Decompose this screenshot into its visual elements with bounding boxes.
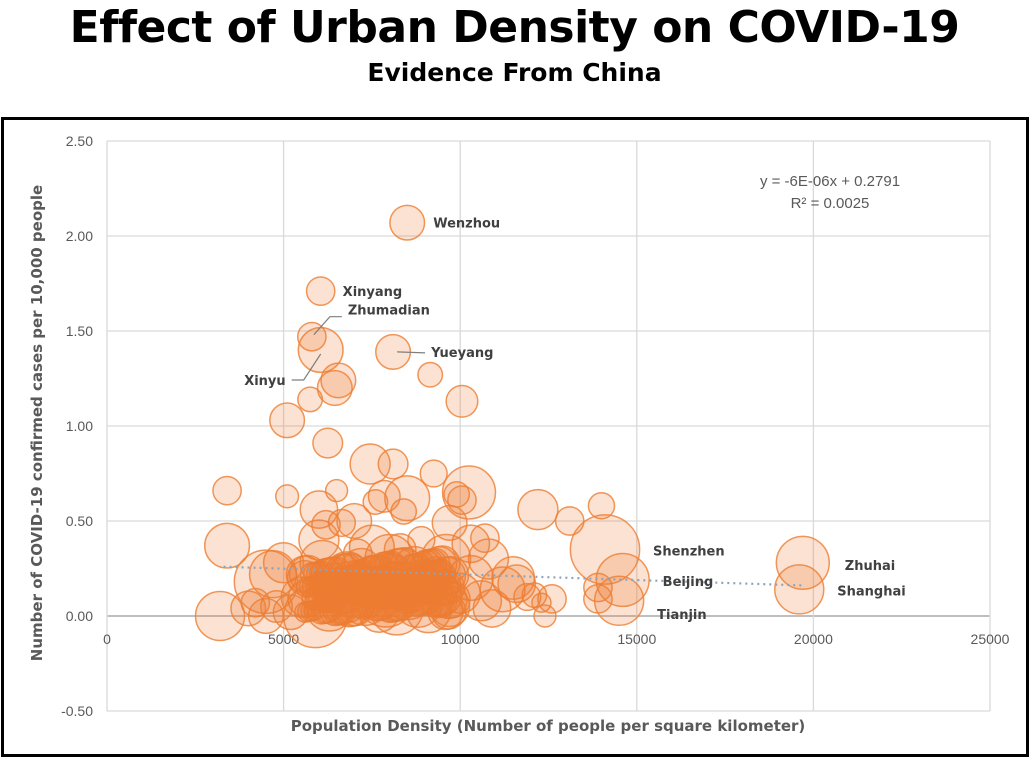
bubble-point [367, 479, 401, 513]
bubble-point [401, 558, 448, 605]
bubble-point [460, 580, 503, 622]
city-label-zhuhai: Zhuhai [845, 559, 895, 574]
trendline [223, 565, 803, 587]
y-tick-label: 1.50 [66, 323, 93, 339]
city-label-shenzhen: Shenzhen [653, 545, 725, 560]
bubble-point [336, 502, 373, 540]
leader-line [291, 353, 322, 381]
bubble-wenzhou [389, 204, 426, 241]
bubble-point [533, 604, 557, 628]
bubble-point [407, 525, 436, 555]
city-label-yueyang: Yueyang [430, 346, 493, 361]
x-tick-label: 15000 [617, 631, 656, 647]
bubble-point [212, 475, 242, 506]
bubble-point [451, 524, 491, 564]
bubble-series [194, 204, 831, 649]
bubble-point [472, 588, 512, 628]
bubble-point [286, 559, 323, 597]
leader-line [397, 351, 426, 354]
x-tick-label: 0 [103, 631, 111, 647]
bubble-point [358, 591, 400, 633]
x-tick-label: 25000 [971, 631, 1010, 647]
bubble-point [288, 554, 328, 594]
city-labels: Wenzhou Xinyang Zhumadian Xinyu Yueyang Shenz… [244, 217, 905, 623]
city-label-tianjin: Tianjin [657, 608, 707, 623]
y-tick-label: 2.00 [66, 228, 93, 244]
bubble-point [517, 488, 559, 531]
city-label-xinyu: Xinyu [244, 374, 285, 389]
leader-line [313, 316, 342, 336]
bubble-zhuhai [775, 535, 831, 591]
bubble-point [349, 443, 391, 485]
bubble-point [419, 459, 448, 488]
city-label-wenzhou: Wenzhou [433, 217, 500, 232]
x-axis-ticks: 0 5000 10000 15000 20000 25000 [103, 631, 1010, 647]
bubble-point [262, 542, 305, 584]
bubble-point [311, 509, 341, 540]
city-label-beijing: Beijing [663, 575, 714, 590]
y-axis-title: Number of COVID-19 confirmed cases per 1… [28, 185, 46, 661]
y-tick-label: -0.50 [61, 703, 93, 719]
bubble-point [274, 484, 300, 509]
bubble-shanghai [774, 564, 825, 615]
bubble-point [587, 492, 616, 520]
bubble-point [445, 384, 479, 418]
trendline-r-squared: R² = 0.0025 [791, 195, 870, 212]
bubble-point [531, 592, 552, 613]
bubble-xinyang [305, 276, 336, 306]
bubble-point [447, 485, 477, 515]
city-label-zhumadian: Zhumadian [348, 304, 430, 319]
x-tick-label: 10000 [441, 631, 480, 647]
bubble-point [384, 475, 431, 522]
y-axis-ticks: 2.50 2.00 1.50 1.00 0.50 0.00 -0.50 [61, 133, 93, 719]
x-axis-title: Population Density (Number of people per… [291, 717, 806, 735]
bubble-point [316, 369, 353, 407]
bubble-point [312, 427, 344, 459]
city-label-shanghai: Shanghai [837, 584, 905, 599]
y-tick-label: 0.50 [66, 513, 93, 529]
bubble-point [390, 498, 418, 525]
bubble-point [554, 506, 585, 536]
bubble-point [393, 545, 436, 588]
bubble-point [431, 504, 468, 541]
bubble-point [537, 584, 567, 614]
bubble-point [269, 402, 306, 439]
bubble-point [362, 489, 389, 515]
city-label-xinyang: Xinyang [343, 285, 403, 300]
chart-title: Effect of Urban Density on COVID-19 [69, 2, 960, 53]
x-tick-label: 20000 [794, 631, 833, 647]
bubble-point [342, 538, 373, 569]
bubble-point [497, 564, 537, 604]
y-tick-label: 1.00 [66, 418, 93, 434]
bubble-point [430, 593, 467, 630]
bubble-xinyu [297, 326, 344, 374]
bubble-tianjin [593, 575, 645, 627]
bubble-point [447, 554, 494, 602]
bubble-point [283, 583, 348, 649]
trendline-layer [223, 565, 803, 587]
y-tick-label: 2.50 [66, 133, 93, 149]
y-tick-label: 0.00 [66, 608, 93, 624]
bubble-shenzhen [569, 514, 641, 585]
bubble-point [470, 523, 500, 553]
bubble-point [467, 538, 510, 580]
bubble-beijing [595, 552, 650, 608]
bubble-point [203, 522, 251, 569]
bubble-point [377, 448, 409, 480]
chart-subtitle: Evidence From China [367, 58, 662, 87]
bubble-point [513, 582, 542, 612]
trendline-equation: y = -6E-06x + 0.2791 [760, 173, 900, 190]
bubble-point [417, 361, 444, 388]
gridlines [106, 140, 991, 712]
x-tick-label: 5000 [268, 631, 299, 647]
